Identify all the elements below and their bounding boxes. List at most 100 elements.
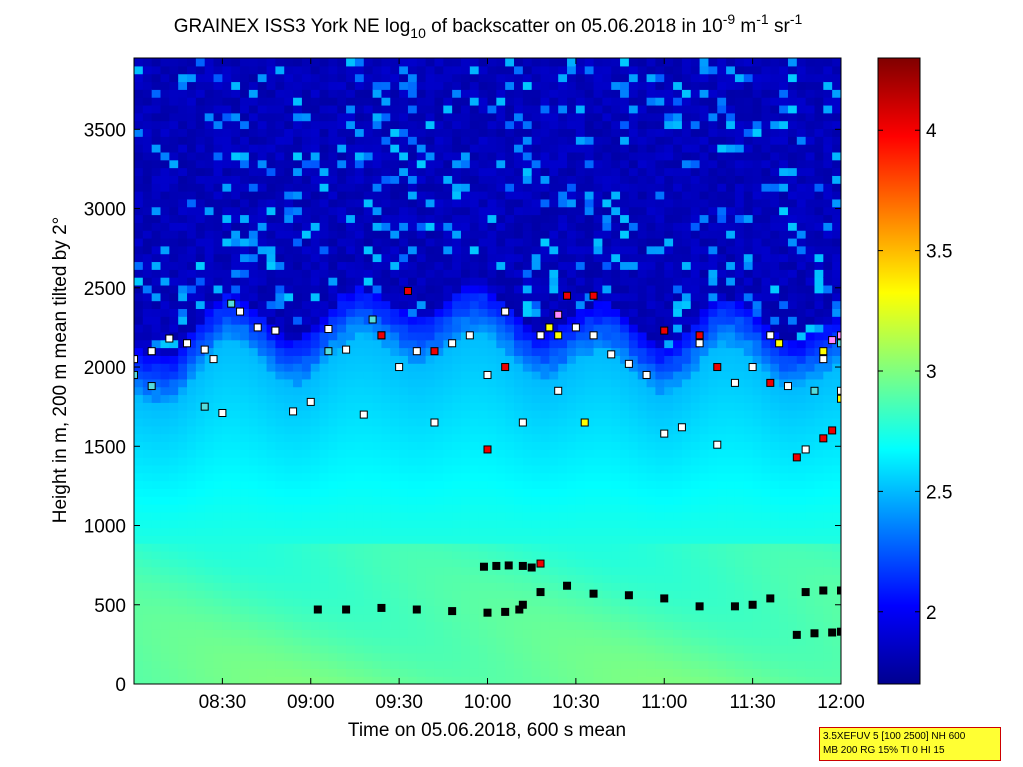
heatmap-cell	[567, 660, 577, 669]
heatmap-cell	[469, 324, 480, 333]
heatmap-cell	[487, 175, 497, 184]
heatmap-cell	[558, 519, 568, 529]
heatmap-cell	[178, 191, 188, 200]
heatmap-cell	[275, 386, 285, 396]
heatmap-cell	[363, 183, 374, 192]
heatmap-cell	[293, 613, 303, 622]
heatmap-cell	[363, 237, 374, 247]
heatmap-cell	[558, 660, 568, 669]
heatmap-cell	[310, 58, 321, 67]
heatmap-cell	[575, 457, 586, 466]
heatmap-cell	[496, 175, 506, 184]
heatmap-cell	[611, 433, 621, 443]
heatmap-cell	[169, 230, 179, 239]
heatmap-cell	[293, 629, 303, 638]
heatmap-cell	[142, 566, 153, 576]
heatmap-cell	[425, 629, 436, 638]
heatmap-cell	[266, 206, 276, 216]
heatmap-cell	[602, 386, 612, 396]
heatmap-cell	[593, 144, 603, 153]
heatmap-cell	[301, 519, 312, 529]
heatmap-cell	[257, 644, 268, 654]
heatmap-cell	[655, 605, 665, 615]
heatmap-cell	[310, 410, 321, 419]
heatmap-cell	[628, 214, 639, 223]
heatmap-cell	[407, 629, 418, 638]
heatmap-cell	[496, 214, 506, 223]
heatmap-cell	[134, 519, 144, 529]
heatmap-cell	[655, 613, 665, 622]
heatmap-cell	[337, 402, 347, 411]
heatmap-cell	[337, 144, 347, 153]
heatmap-cell	[328, 175, 338, 184]
heatmap-cell	[151, 300, 162, 309]
heatmap-cell	[222, 496, 232, 505]
heatmap-cell	[222, 644, 232, 654]
heatmap-cell	[487, 394, 497, 403]
heatmap-cell	[222, 230, 232, 239]
heatmap-cell	[460, 128, 471, 137]
heatmap-cell	[469, 558, 480, 568]
heatmap-cell	[505, 183, 515, 192]
heatmap-cell	[567, 417, 577, 427]
heatmap-cell	[142, 449, 153, 458]
heatmap-cell	[425, 425, 436, 435]
heatmap-cell	[478, 284, 489, 294]
heatmap-cell	[487, 97, 497, 106]
heatmap-cell	[399, 535, 409, 544]
heatmap-cell	[558, 371, 568, 380]
heatmap-cell	[390, 339, 400, 349]
heatmap-cell	[575, 339, 586, 349]
heatmap-cell	[178, 292, 188, 302]
heatmap-cell	[628, 582, 639, 591]
heatmap-cell	[611, 308, 621, 317]
heatmap-cell	[354, 449, 365, 458]
heatmap-cell	[434, 582, 444, 591]
heatmap-cell	[142, 214, 153, 223]
heatmap-cell	[390, 65, 400, 75]
heatmap-cell	[284, 136, 294, 145]
heatmap-cell	[178, 316, 188, 325]
heatmap-cell	[505, 480, 515, 489]
heatmap-cell	[460, 159, 471, 169]
heatmap-cell	[213, 511, 223, 521]
heatmap-cell	[425, 644, 436, 654]
heatmap-cell	[354, 558, 365, 568]
heatmap-cell	[425, 480, 436, 489]
heatmap-cell	[505, 331, 515, 341]
heatmap-cell	[673, 347, 683, 356]
heatmap-cell	[346, 574, 356, 583]
heatmap-cell	[469, 284, 480, 294]
heatmap-cell	[160, 410, 170, 419]
heatmap-cell	[390, 441, 400, 450]
heatmap-cell	[310, 363, 321, 372]
heatmap-cell	[496, 566, 506, 576]
heatmap-cell	[275, 237, 285, 247]
heatmap-cell	[390, 316, 400, 325]
heatmap-cell	[240, 151, 250, 161]
heatmap-cell	[478, 363, 489, 372]
heatmap-cell	[381, 371, 391, 380]
heatmap-cell	[469, 629, 480, 638]
heatmap-cell	[275, 582, 285, 591]
heatmap-cell	[469, 339, 480, 349]
heatmap-cell	[363, 543, 374, 552]
heatmap-cell	[469, 449, 480, 458]
heatmap-cell	[187, 441, 197, 450]
heatmap-cell	[425, 81, 436, 90]
heatmap-cell	[478, 543, 489, 552]
heatmap-cell	[399, 652, 409, 662]
heatmap-cell	[354, 206, 365, 216]
heatmap-cell	[558, 277, 568, 286]
heatmap-cell	[628, 73, 639, 83]
heatmap-cell	[363, 425, 374, 435]
heatmap-cell	[142, 347, 153, 356]
heatmap-cell	[178, 621, 188, 630]
heatmap-cell	[160, 339, 170, 349]
heatmap-cell	[434, 112, 444, 122]
heatmap-cell	[460, 222, 471, 231]
heatmap-cell	[673, 191, 683, 200]
heatmap-cell	[540, 292, 550, 302]
heatmap-cell	[390, 511, 400, 521]
heatmap-cell	[620, 230, 630, 239]
